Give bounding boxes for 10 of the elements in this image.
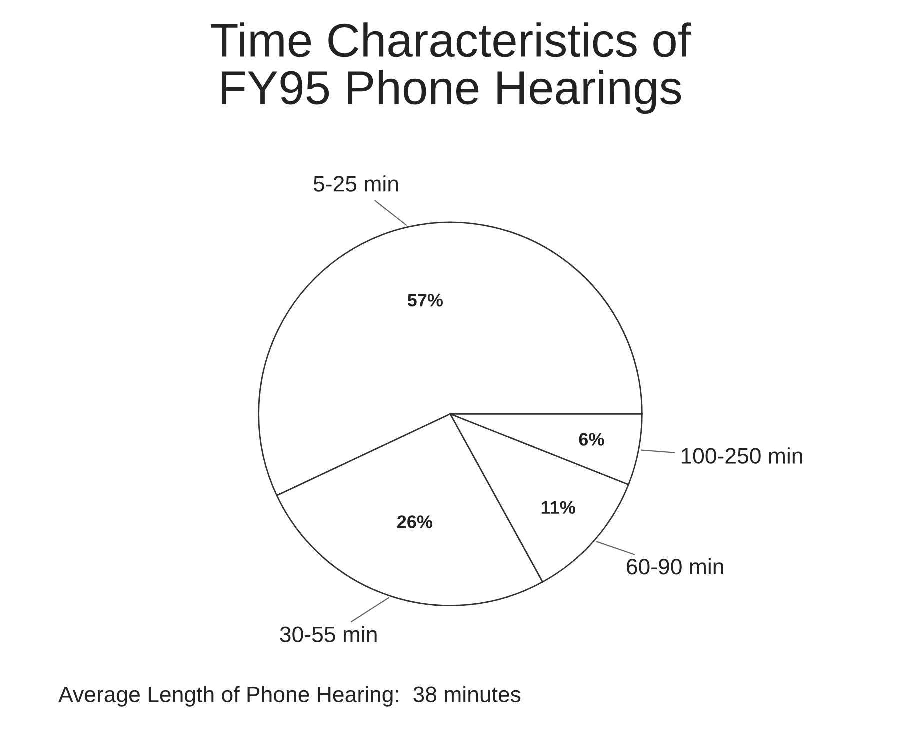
slice-label: 100-250 min — [682, 448, 802, 464]
data-label: 6% — [579, 433, 604, 446]
slice-label: 60-90 min — [627, 558, 724, 575]
slice-label: 5-25 min — [314, 176, 398, 192]
slice-label: 30-55 min — [280, 626, 377, 643]
chart-title: Time Characteristics of FY95 Phone Hearings — [211, 22, 692, 114]
data-label: 57% — [408, 294, 444, 307]
data-label: 26% — [398, 516, 433, 528]
data-label: 11% — [542, 501, 576, 514]
text: Average Length of Phone Hearing: 38 minutes — [58, 686, 521, 707]
